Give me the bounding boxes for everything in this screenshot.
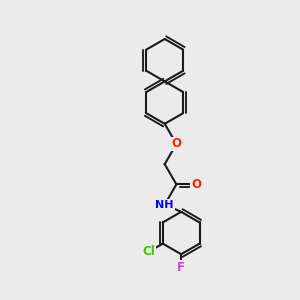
- Text: NH: NH: [155, 200, 174, 210]
- Text: O: O: [171, 137, 182, 151]
- Text: Cl: Cl: [142, 245, 155, 258]
- Text: O: O: [191, 178, 201, 191]
- Text: F: F: [177, 261, 185, 274]
